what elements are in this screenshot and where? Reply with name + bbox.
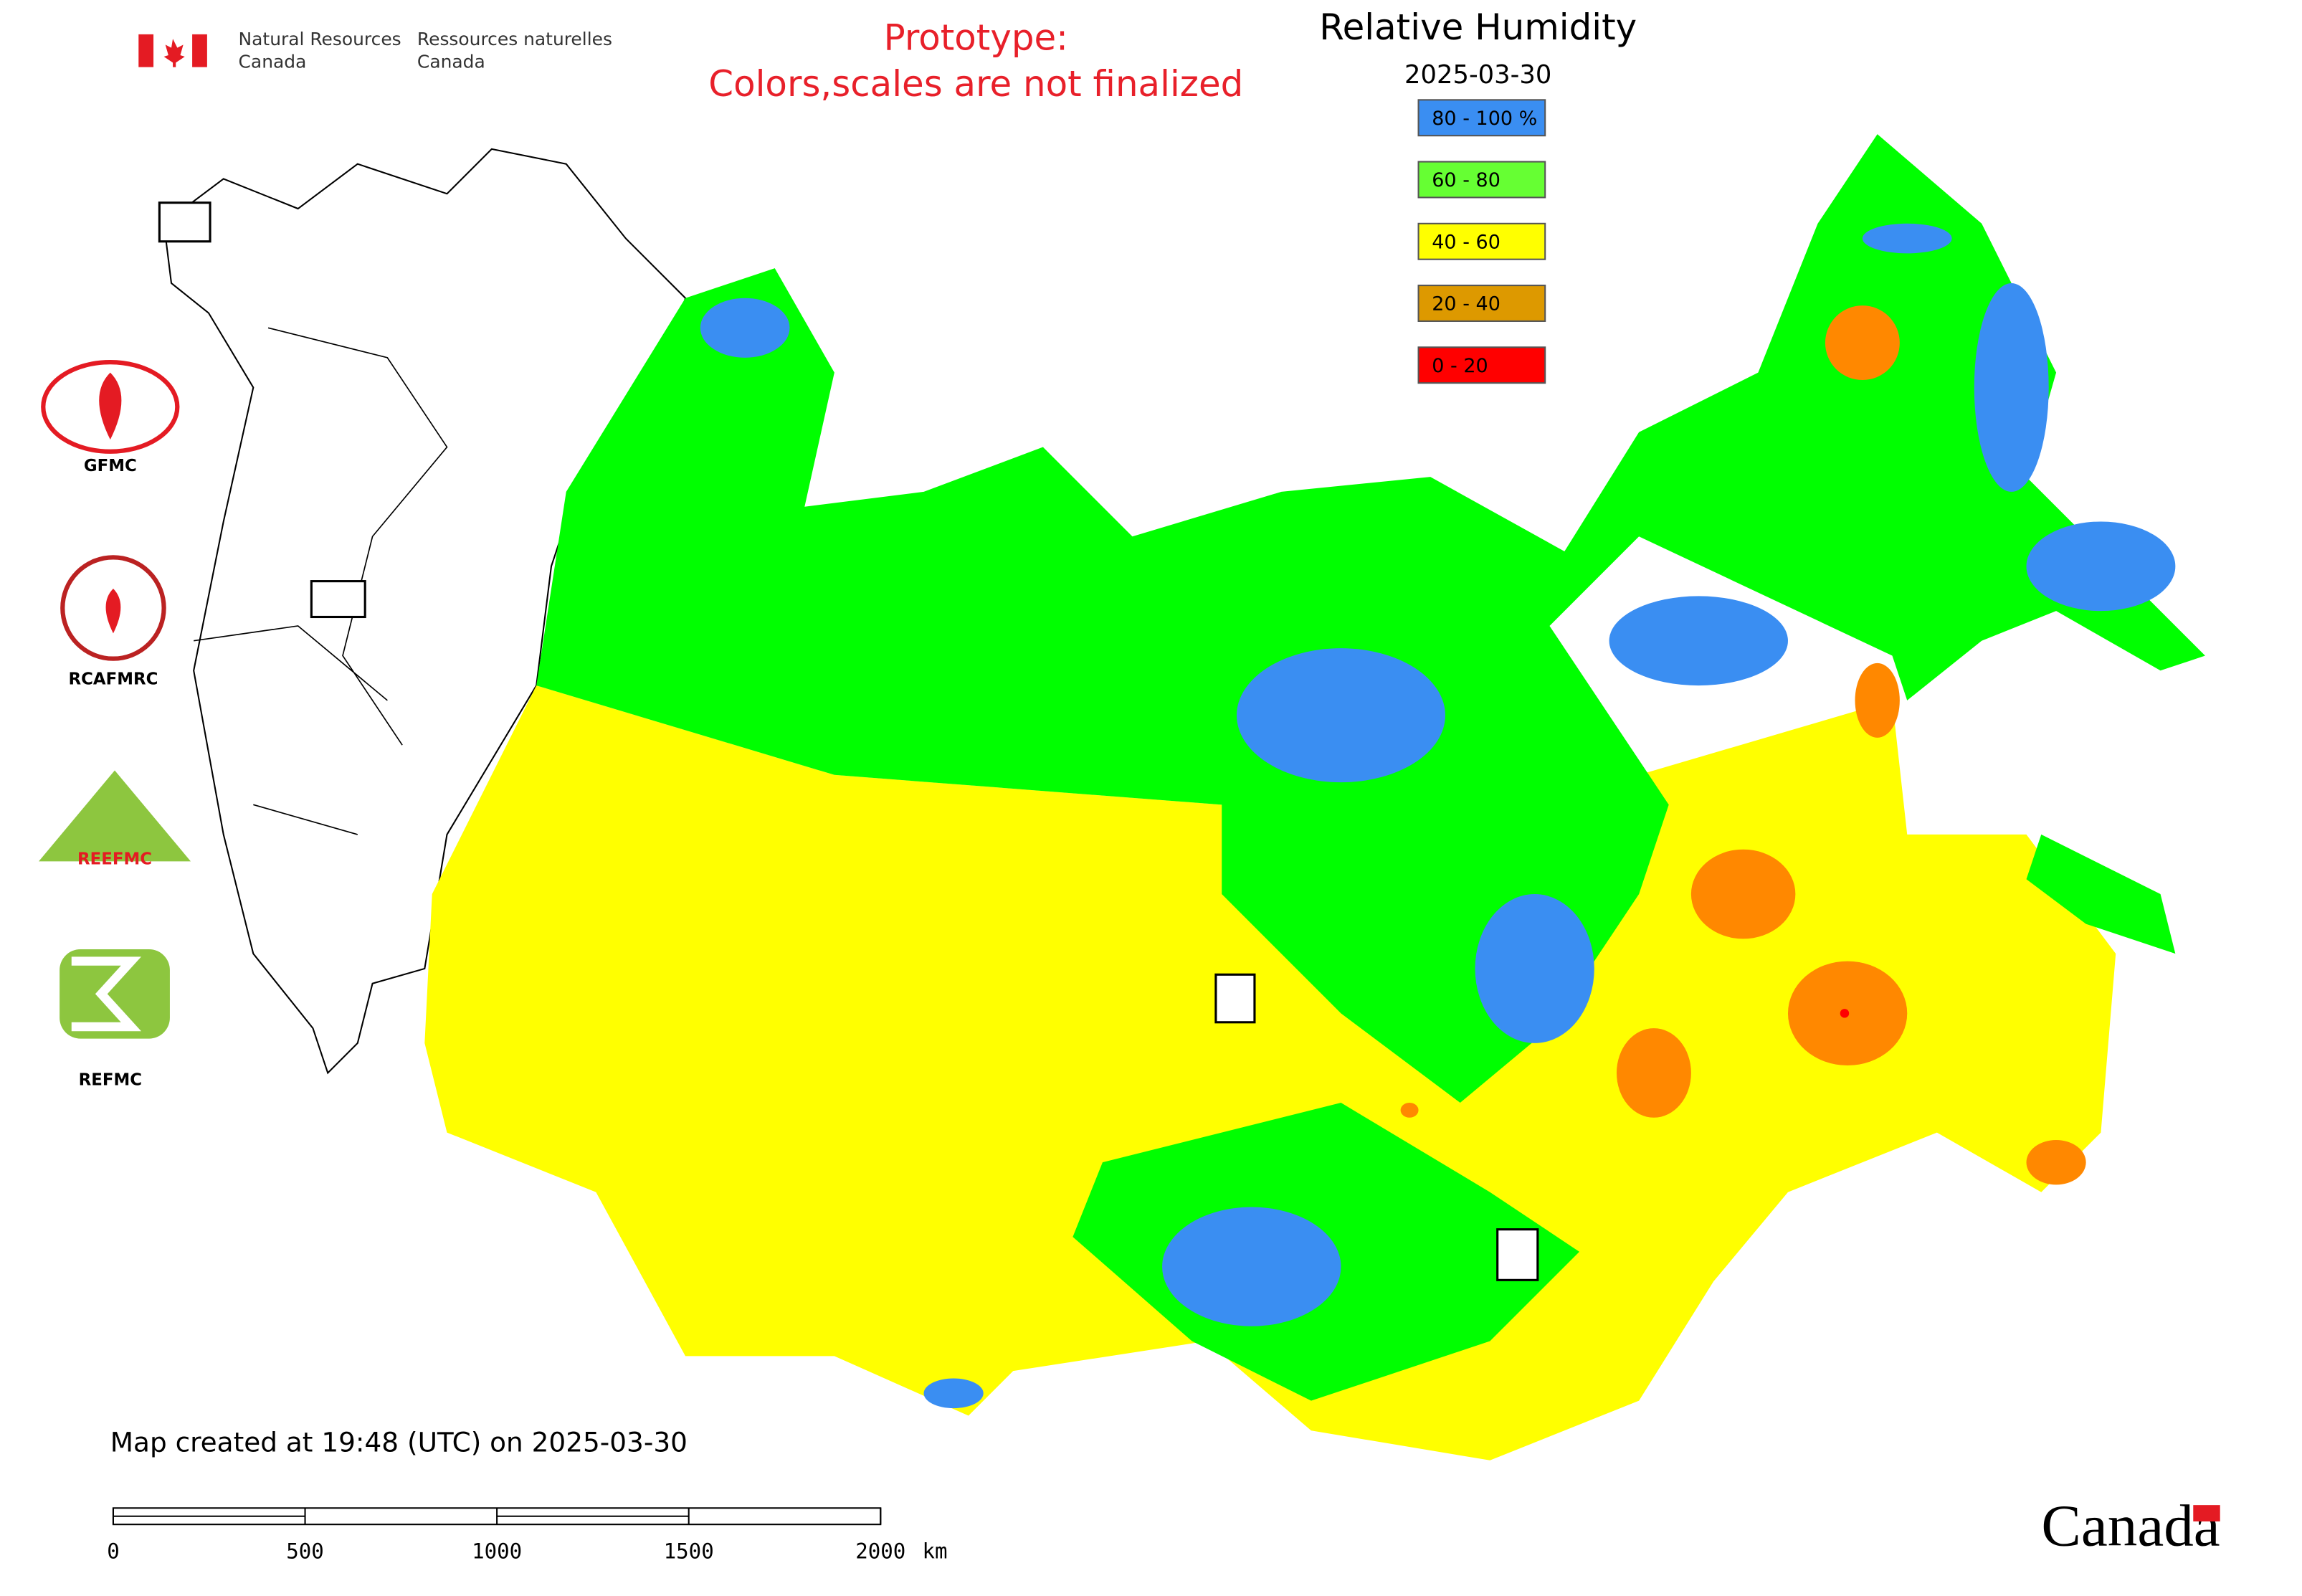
legend-swatch — [1417, 161, 1546, 199]
legend-swatch — [1417, 222, 1546, 260]
region-20-40 — [1400, 305, 2086, 1185]
map-date: 2025-03-30 — [1404, 60, 1551, 90]
scale-label: 0 — [107, 1539, 120, 1564]
logo-label: RCAFMRC — [69, 670, 158, 688]
logo-reefmc: REEFMC — [39, 770, 191, 869]
logo-gfmc: GFMC — [41, 359, 180, 475]
government-header: Natural Resources Canada Ressources natu… — [138, 29, 612, 72]
wordmark: Canada — [2041, 1493, 2220, 1559]
legend-swatch — [1417, 346, 1546, 384]
logo-label: REFMC — [79, 1070, 142, 1089]
legend-label: 40 - 60 — [1432, 231, 1500, 253]
legend: 80 - 100 % 60 - 80 40 - 60 20 - 40 0 - 20 — [1417, 99, 1546, 384]
agency-en: Natural Resources — [239, 29, 401, 49]
region-60-80 — [536, 134, 2205, 1103]
scale-label: 1000 — [472, 1539, 522, 1564]
legend-label: 80 - 100 % — [1432, 108, 1537, 130]
scale-unit: km — [922, 1539, 947, 1564]
scale-label: 2000 — [855, 1539, 905, 1564]
scale-label: 1500 — [664, 1539, 714, 1564]
wordmark-flag — [2193, 1505, 2220, 1522]
region-60-80 — [2026, 834, 2176, 954]
scale-label: 500 — [286, 1539, 324, 1564]
country-outline — [163, 148, 687, 1075]
map-title: Relative Humidity — [1319, 6, 1637, 48]
agency-en: Canada — [239, 51, 307, 72]
notice: Prototype: — [884, 17, 1068, 59]
border-line — [194, 327, 448, 835]
logo-label: GFMC — [84, 457, 137, 475]
legend-swatch — [1417, 99, 1546, 137]
map-marker — [158, 201, 1539, 1281]
legend-label: 0 - 20 — [1432, 355, 1488, 377]
agency-fr: Canada — [417, 51, 485, 72]
agency-fr: Ressources naturelles — [417, 29, 612, 49]
scale-bar: 0 500 1000 1500 2000 km — [107, 1507, 947, 1564]
creation-note: Map created at 19:48 (UTC) on 2025-03-30 — [110, 1426, 688, 1458]
legend-swatch — [1417, 285, 1546, 322]
logo-rcafmrc: RCAFMRC — [60, 555, 166, 688]
logo-label: REEFMC — [77, 850, 152, 869]
legend-label: 60 - 80 — [1432, 169, 1500, 191]
region-40-60 — [424, 685, 2116, 1460]
legend-label: 20 - 40 — [1432, 293, 1500, 315]
region-0-20 — [1840, 1009, 1850, 1018]
notice: Colors,scales are not finalized — [708, 63, 1243, 105]
region-80-100 — [700, 223, 2176, 1409]
logo-refmc: REFMC — [60, 949, 170, 1089]
